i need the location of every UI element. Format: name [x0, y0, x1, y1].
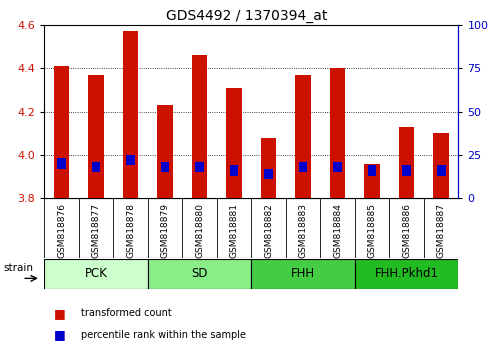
Text: GSM818876: GSM818876: [57, 203, 66, 258]
Bar: [295, 75, 311, 198]
Text: GSM818879: GSM818879: [161, 203, 170, 258]
Text: GDS4492 / 1370394_at: GDS4492 / 1370394_at: [166, 9, 327, 23]
Bar: [226, 88, 242, 198]
Text: strain: strain: [3, 263, 34, 273]
Text: GSM818883: GSM818883: [299, 203, 308, 258]
Bar: [148, 259, 251, 289]
Text: GSM818884: GSM818884: [333, 203, 342, 258]
Bar: [57, 158, 66, 169]
Text: GSM818880: GSM818880: [195, 203, 204, 258]
Text: FHH.Pkhd1: FHH.Pkhd1: [375, 268, 439, 280]
Text: GSM818878: GSM818878: [126, 203, 135, 258]
Bar: [44, 259, 148, 289]
Bar: [299, 162, 308, 172]
Bar: [264, 169, 273, 179]
Bar: [126, 155, 135, 165]
Bar: [195, 162, 204, 172]
Bar: [402, 165, 411, 176]
Text: GSM818881: GSM818881: [230, 203, 239, 258]
Bar: [88, 75, 104, 198]
Bar: [437, 165, 446, 176]
Bar: [355, 259, 458, 289]
Bar: [230, 165, 239, 176]
Bar: [123, 31, 139, 198]
Text: PCK: PCK: [85, 268, 107, 280]
Text: GSM818882: GSM818882: [264, 203, 273, 258]
Text: GSM818877: GSM818877: [92, 203, 101, 258]
Text: SD: SD: [191, 268, 208, 280]
Text: ■: ■: [54, 307, 66, 320]
Bar: [251, 259, 355, 289]
Bar: [364, 164, 380, 198]
Text: FHH: FHH: [291, 268, 315, 280]
Bar: [161, 162, 170, 172]
Text: GSM818886: GSM818886: [402, 203, 411, 258]
Text: GSM818885: GSM818885: [368, 203, 377, 258]
Bar: [333, 162, 342, 172]
Bar: [54, 66, 70, 198]
Bar: [92, 162, 101, 172]
Text: GSM818887: GSM818887: [437, 203, 446, 258]
Bar: [368, 165, 377, 176]
Bar: [157, 105, 173, 198]
Bar: [433, 133, 449, 198]
Text: percentile rank within the sample: percentile rank within the sample: [81, 330, 246, 339]
Text: transformed count: transformed count: [81, 308, 172, 318]
Bar: [261, 137, 277, 198]
Text: ■: ■: [54, 328, 66, 341]
Bar: [399, 127, 415, 198]
Bar: [192, 55, 208, 198]
Bar: [330, 68, 346, 198]
